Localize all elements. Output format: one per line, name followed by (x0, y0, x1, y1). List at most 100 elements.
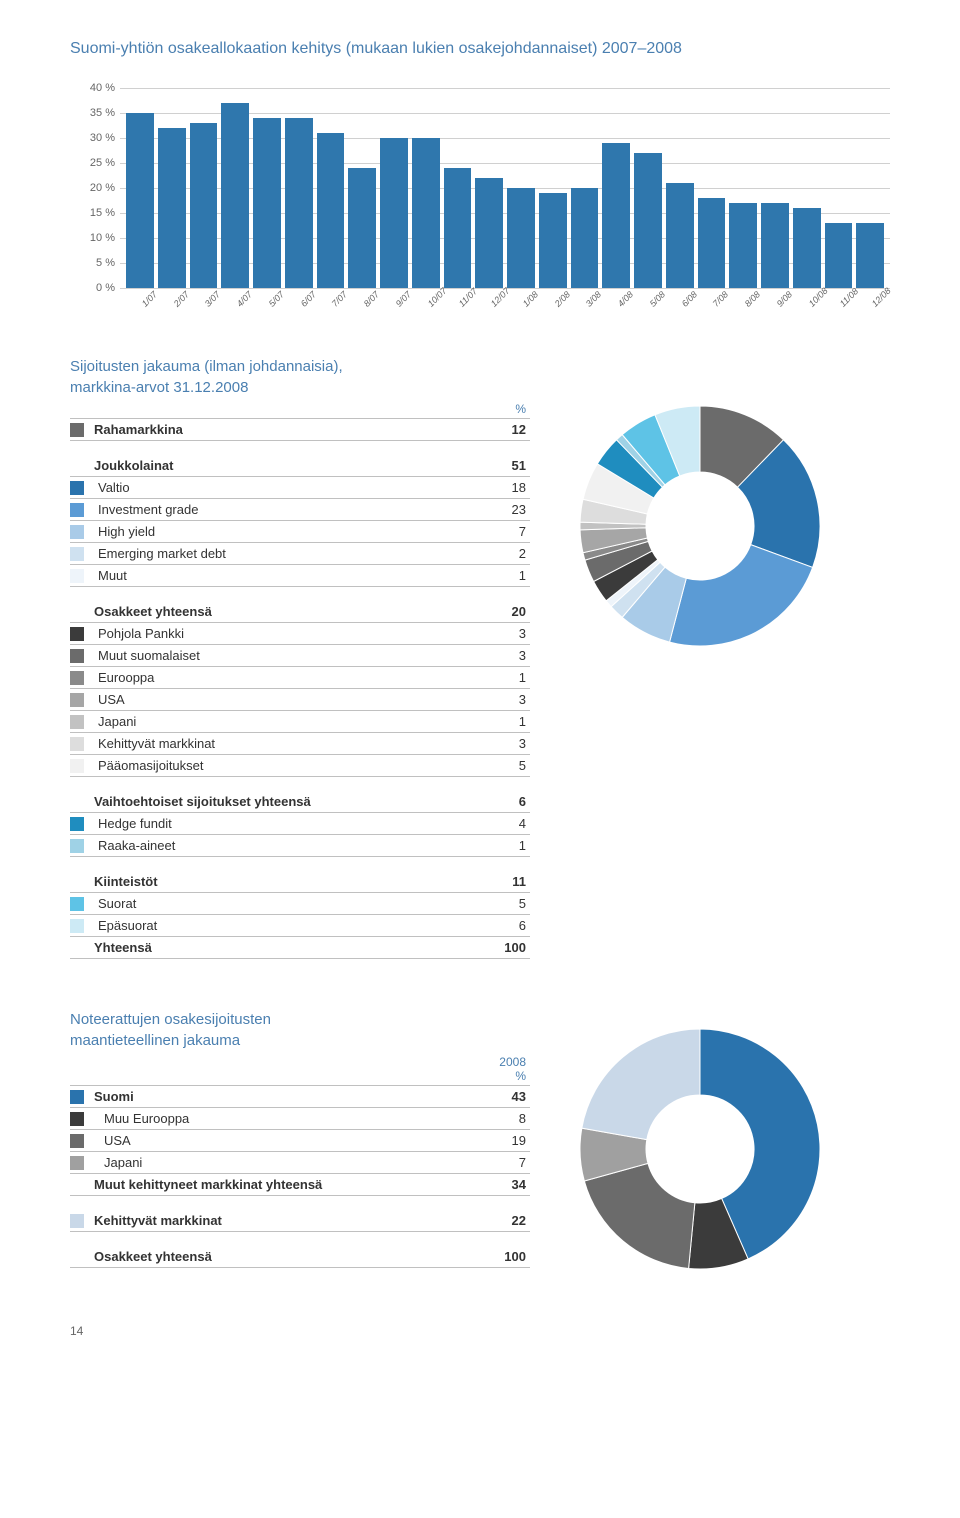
y-axis-tick: 20 % (90, 182, 115, 194)
table-row: Muut suomalaiset3 (70, 645, 530, 667)
bar (666, 183, 694, 288)
table-row: Emerging market debt2 (70, 543, 530, 565)
swatch-icon (70, 737, 84, 751)
table-row: Japani7 (70, 1152, 530, 1174)
row-value: 3 (476, 692, 526, 707)
row-label: Eurooppa (94, 670, 476, 685)
bar (380, 138, 408, 288)
allocation-donut-chart (570, 396, 830, 656)
row-value: 7 (476, 1155, 526, 1170)
row-label: Kehittyvät markkinat (94, 736, 476, 751)
y-axis-tick: 0 % (96, 282, 115, 294)
bar (221, 103, 249, 288)
swatch-icon (70, 1112, 84, 1126)
row-value: 34 (476, 1177, 526, 1192)
row-label: Investment grade (94, 502, 476, 517)
bar (507, 188, 535, 288)
row-value: 12 (476, 422, 526, 437)
bar (698, 198, 726, 288)
table-row: Epäsuorat6 (70, 915, 530, 937)
row-value: 19 (476, 1133, 526, 1148)
row-label: Kiinteistöt (94, 874, 476, 889)
percent-header: % (70, 402, 530, 419)
table-row: Osakkeet yhteensä20 (70, 601, 530, 623)
table-row: USA3 (70, 689, 530, 711)
row-value: 8 (476, 1111, 526, 1126)
swatch-icon (70, 649, 84, 663)
geo-donut-chart (570, 1019, 830, 1279)
row-value: 3 (476, 648, 526, 663)
row-label: Joukkolainat (94, 458, 476, 473)
row-value: 6 (476, 794, 526, 809)
row-value: 5 (476, 758, 526, 773)
swatch-icon (70, 897, 84, 911)
bar (634, 153, 662, 288)
row-label: Pohjola Pankki (94, 626, 476, 641)
bar (158, 128, 186, 288)
row-value: 11 (476, 874, 526, 889)
bar (571, 188, 599, 288)
row-label: Yhteensä (94, 940, 476, 955)
swatch-icon (70, 1156, 84, 1170)
row-label: Osakkeet yhteensä (94, 1249, 476, 1264)
table-row: Hedge fundit4 (70, 813, 530, 835)
bar-chart-x-axis: 1/072/073/074/075/076/077/078/079/0710/0… (120, 296, 890, 306)
table-row: Muut kehittyneet markkinat yhteensä34 (70, 1174, 530, 1196)
row-value: 6 (476, 918, 526, 933)
table-row: High yield7 (70, 521, 530, 543)
y-axis-tick: 25 % (90, 157, 115, 169)
bar (856, 223, 884, 288)
table-row: USA19 (70, 1130, 530, 1152)
table-row: Raaka-aineet1 (70, 835, 530, 857)
row-value: 100 (476, 1249, 526, 1264)
table-row: Muu Eurooppa8 (70, 1108, 530, 1130)
row-value: 2 (476, 546, 526, 561)
row-value: 18 (476, 480, 526, 495)
row-value: 3 (476, 736, 526, 751)
swatch-icon (70, 817, 84, 831)
swatch-icon (70, 547, 84, 561)
table-row: Valtio18 (70, 477, 530, 499)
table-row: Rahamarkkina12 (70, 419, 530, 441)
row-value: 1 (476, 568, 526, 583)
table-row: Kehittyvät markkinat22 (70, 1210, 530, 1232)
swatch-icon (70, 715, 84, 729)
swatch-icon (70, 919, 84, 933)
swatch-icon (70, 1134, 84, 1148)
table-row: Eurooppa1 (70, 667, 530, 689)
row-label: High yield (94, 524, 476, 539)
row-label: Muut kehittyneet markkinat yhteensä (94, 1177, 476, 1192)
row-value: 100 (476, 940, 526, 955)
swatch-icon (70, 839, 84, 853)
row-label: Japani (94, 714, 476, 729)
donut-slice (582, 1029, 700, 1140)
bar-chart-title: Suomi-yhtiön osakeallokaation kehitys (m… (70, 40, 890, 58)
geo-table: Suomi43Muu Eurooppa8USA19Japani7Muut keh… (70, 1086, 530, 1268)
year-header: 2008 (70, 1055, 530, 1069)
row-value: 1 (476, 838, 526, 853)
bar (761, 203, 789, 288)
row-label: Valtio (94, 480, 476, 495)
row-label: Osakkeet yhteensä (94, 604, 476, 619)
bar (190, 123, 218, 288)
row-value: 20 (476, 604, 526, 619)
row-label: Muut suomalaiset (94, 648, 476, 663)
geo-title: Noteerattujen osakesijoitusten maantiete… (70, 1009, 530, 1051)
y-axis-tick: 30 % (90, 132, 115, 144)
allocation-table: Rahamarkkina12Joukkolainat51Valtio18Inve… (70, 419, 530, 959)
row-value: 5 (476, 896, 526, 911)
y-axis-tick: 5 % (96, 257, 115, 269)
table-row: Vaihtoehtoiset sijoitukset yhteensä6 (70, 791, 530, 813)
bar (285, 118, 313, 288)
table-row: Suorat5 (70, 893, 530, 915)
bar (793, 208, 821, 288)
page-number: 14 (70, 1324, 890, 1338)
row-value: 1 (476, 714, 526, 729)
row-value: 4 (476, 816, 526, 831)
table-row: Kiinteistöt11 (70, 871, 530, 893)
swatch-icon (70, 693, 84, 707)
table-row: Investment grade23 (70, 499, 530, 521)
table-row: Japani1 (70, 711, 530, 733)
swatch-icon (70, 759, 84, 773)
swatch-icon (70, 423, 84, 437)
